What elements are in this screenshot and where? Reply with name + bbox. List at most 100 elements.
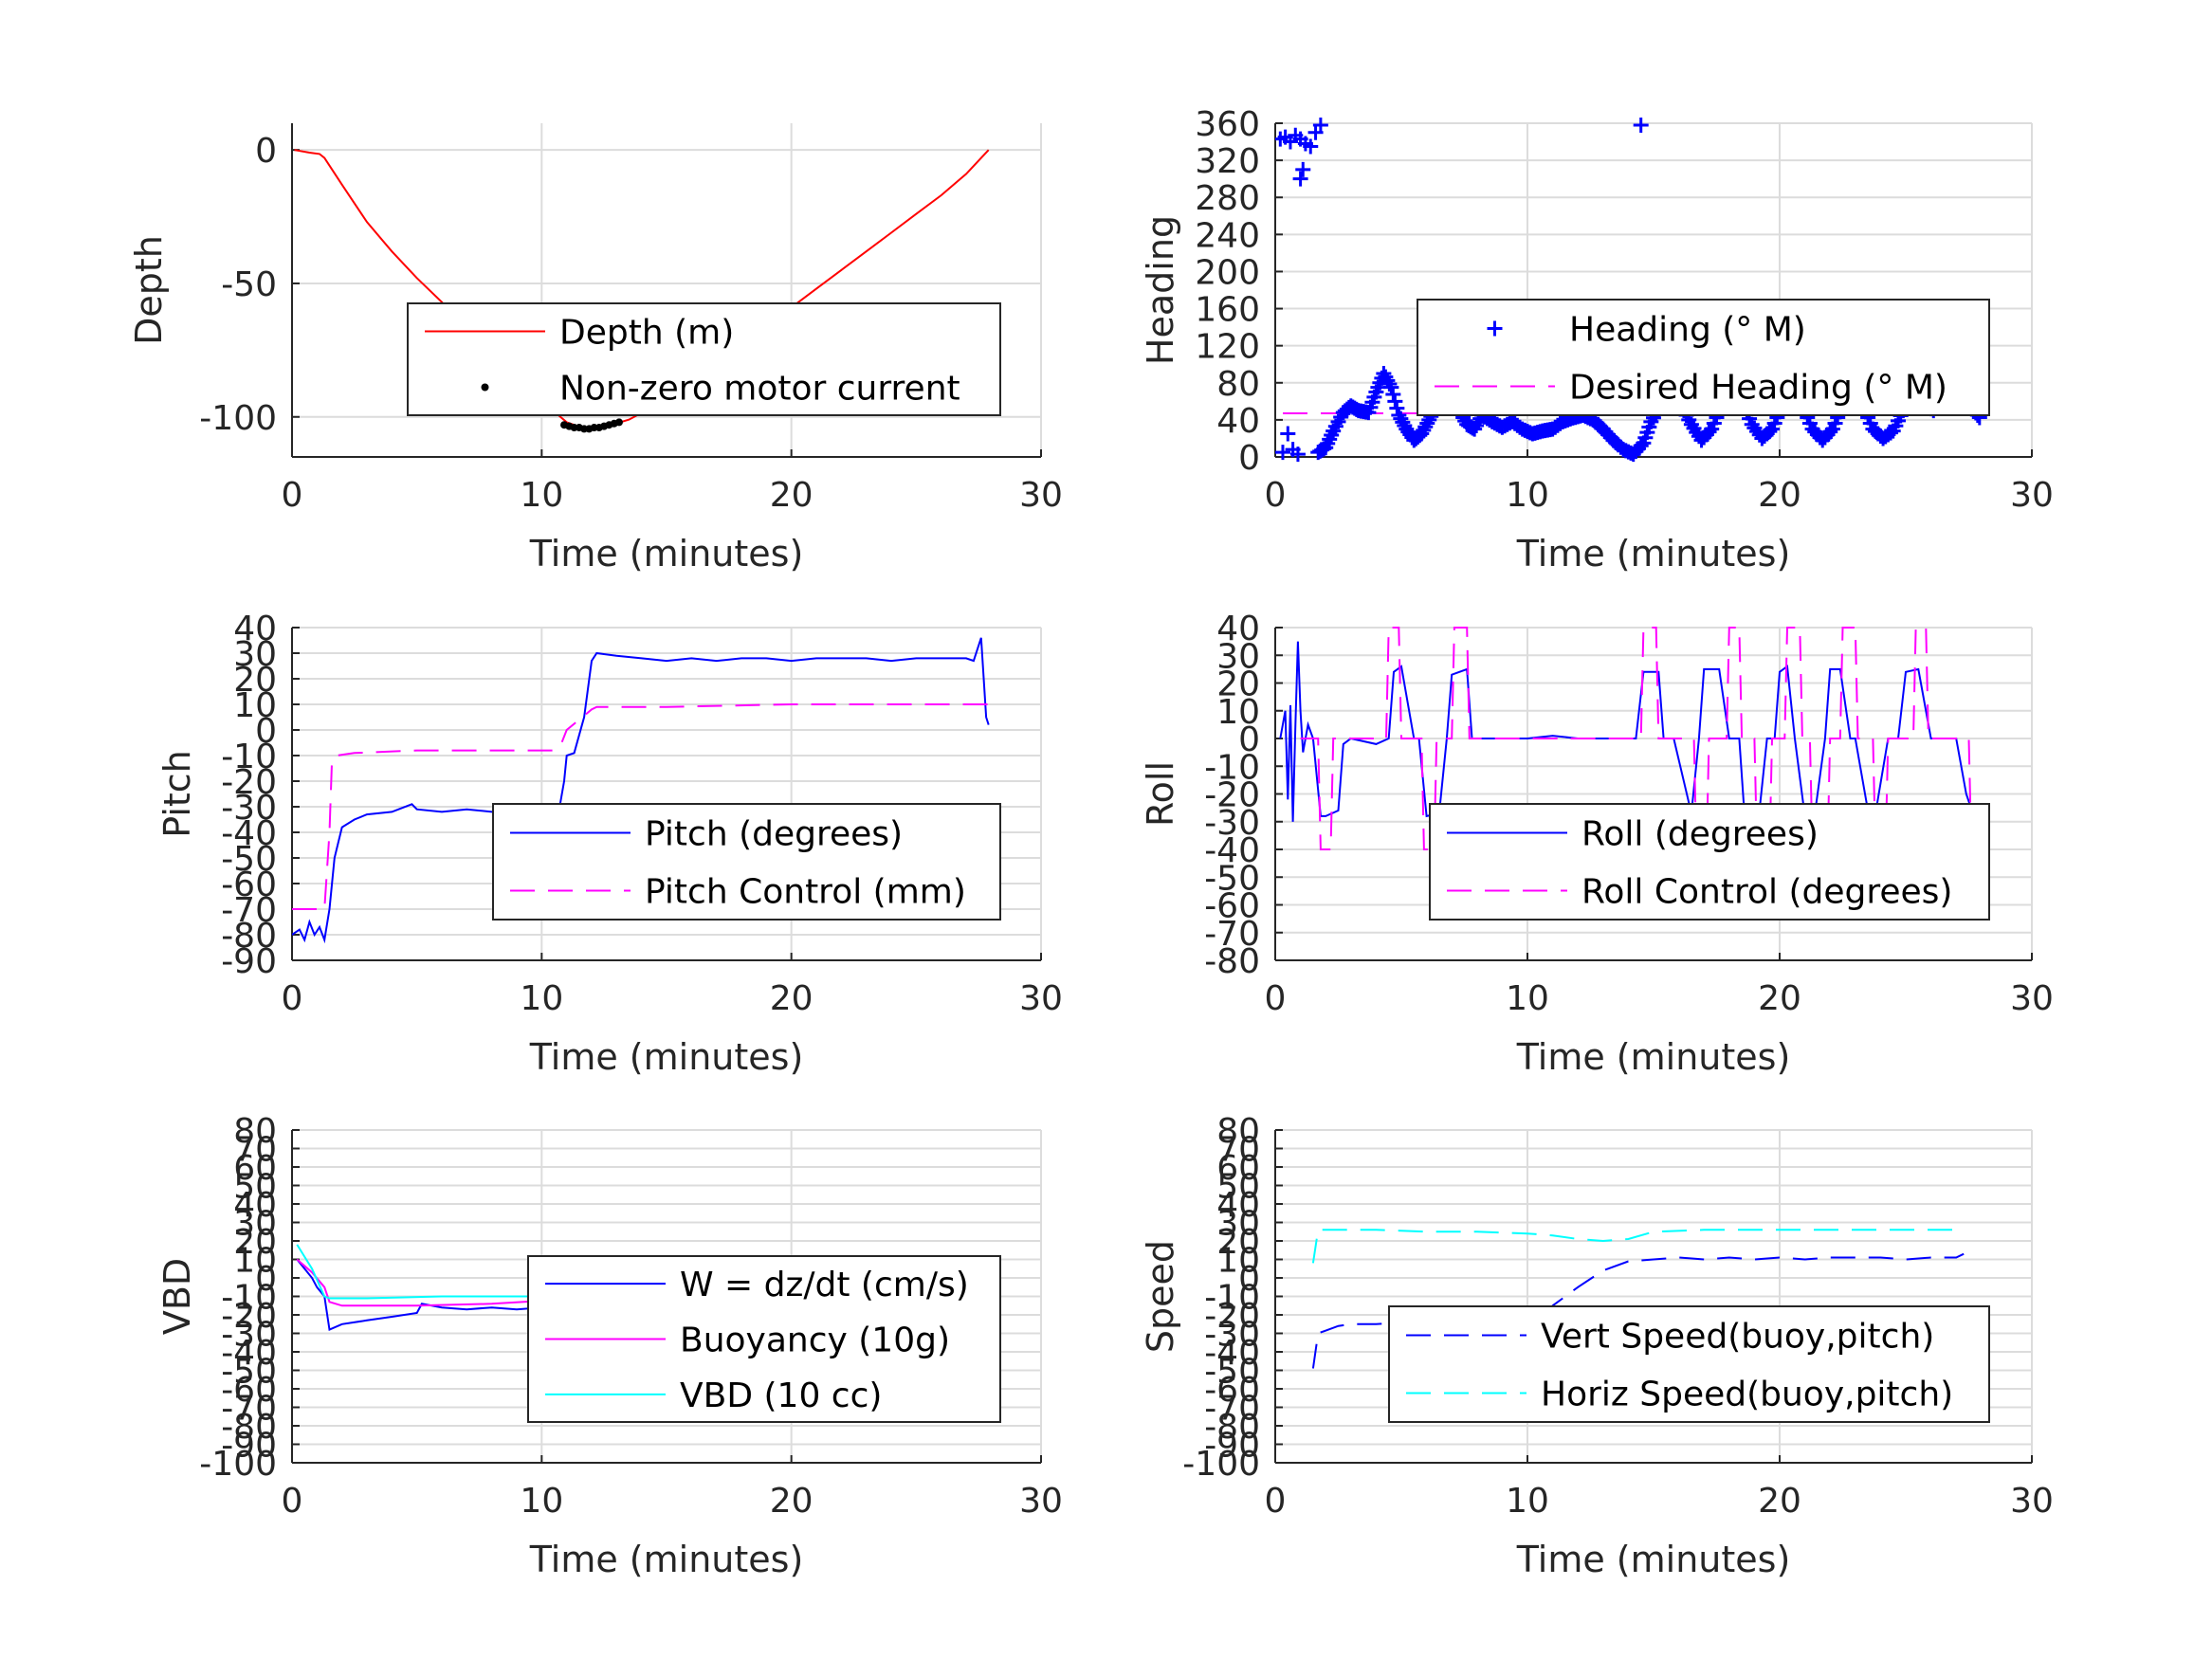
x-tick-label: 0	[282, 476, 303, 515]
y-tick-label: 120	[1195, 328, 1260, 367]
y-tick-label: 40	[233, 1186, 277, 1225]
y-axis-label: Roll	[1140, 761, 1181, 827]
x-axis-label: Time (minutes)	[1516, 533, 1791, 574]
legend-label: Pitch Control (mm)	[645, 873, 966, 912]
x-axis-label: Time (minutes)	[1516, 1036, 1791, 1078]
y-tick-label: -30	[221, 789, 277, 828]
y-tick-label: -50	[221, 265, 277, 304]
y-tick-label: -20	[1204, 776, 1260, 815]
legend-label: Roll Control (degrees)	[1581, 873, 1952, 912]
series-line-1	[292, 703, 992, 910]
series-line-0	[1279, 641, 1980, 822]
chart-panel-depth: 0 10 20 30 0 -50 -100 Time (minutes) Depth Depth …	[128, 123, 1063, 574]
legend: Roll (degrees) Roll Control (degrees)	[1429, 803, 1990, 921]
x-tick-label: 20	[770, 476, 814, 515]
y-tick-label: 10	[233, 1242, 277, 1281]
x-tick-label: 10	[1506, 979, 1549, 1018]
x-tick-label: 20	[770, 1482, 814, 1521]
x-tick-label: 0	[1265, 979, 1287, 1018]
chart-panel-vbd: 0 10 20 3080706050403020100-10-20-30-40-50-…	[156, 1112, 1063, 1580]
y-tick-label: -40	[221, 814, 277, 853]
y-tick-label: -80	[1204, 1408, 1260, 1447]
y-tick-label: -100	[1182, 1445, 1260, 1484]
x-tick-label: 10	[520, 1482, 563, 1521]
legend: Vert Speed(buoy,pitch) Horiz Speed(buoy,p…	[1388, 1305, 1990, 1423]
x-tick-label: 30	[2010, 476, 2054, 515]
y-tick-label: -70	[1204, 1390, 1260, 1429]
y-tick-label: 60	[233, 1149, 277, 1188]
y-axis-label: Pitch	[156, 750, 198, 838]
data-point	[1295, 161, 1311, 177]
y-tick-label: -40	[1204, 1334, 1260, 1373]
x-tick-label: 0	[282, 1482, 303, 1521]
y-tick-label: -50	[1204, 859, 1260, 898]
data-point	[614, 418, 623, 427]
legend-label: W = dz/dt (cm/s)	[680, 1266, 969, 1304]
legend-marker	[1487, 320, 1503, 337]
y-tick-label: 20	[233, 1223, 277, 1262]
y-tick-label: -70	[1204, 915, 1260, 954]
data-point	[1385, 387, 1401, 402]
data-point	[1633, 438, 1649, 454]
y-tick-label: 200	[1195, 253, 1260, 292]
y-tick-label: -60	[1204, 1371, 1260, 1410]
x-tick-label: 10	[1506, 476, 1549, 515]
y-tick-label: -40	[221, 1334, 277, 1373]
y-tick-label: 0	[1238, 720, 1260, 759]
y-tick-label: -30	[221, 1316, 277, 1355]
series-line-0	[292, 637, 990, 944]
y-tick-label: -80	[221, 1408, 277, 1447]
y-tick-label: 0	[255, 132, 277, 171]
x-tick-label: 10	[1506, 1482, 1549, 1521]
y-tick-label: 0	[255, 1260, 277, 1299]
y-tick-label: 30	[1216, 1205, 1260, 1244]
legend-label: Heading (° M)	[1569, 311, 1806, 350]
legend-label: Buoyancy (10g)	[680, 1322, 950, 1360]
y-axis-label: Heading	[1140, 215, 1181, 365]
y-tick-label: -100	[199, 1445, 277, 1484]
y-tick-label: 70	[1216, 1131, 1260, 1170]
y-tick-label: 160	[1195, 291, 1260, 330]
data-point	[1292, 171, 1308, 187]
series-line-1	[1300, 627, 1982, 850]
y-tick-label: -70	[221, 1390, 277, 1429]
y-tick-label: -50	[1204, 1353, 1260, 1392]
chart-panel-speed: 0 10 20 3080706050403020100-10-20-30-40-50-…	[1140, 1112, 2054, 1580]
legend-box	[1417, 299, 1990, 416]
data-point	[1289, 447, 1306, 463]
y-tick-label: -20	[221, 763, 277, 802]
x-tick-label: 30	[1019, 979, 1063, 1018]
y-tick-label: 10	[233, 686, 277, 725]
y-tick-label: 50	[233, 1168, 277, 1207]
y-tick-label: 10	[1216, 693, 1260, 732]
y-axis-label: VBD	[156, 1258, 198, 1335]
x-tick-label: 30	[2010, 979, 2054, 1018]
data-point	[1280, 426, 1296, 442]
y-tick-label: -10	[221, 738, 277, 776]
y-tick-label: -10	[1204, 1279, 1260, 1318]
data-point	[1383, 379, 1399, 395]
y-tick-label: 280	[1195, 179, 1260, 218]
x-tick-label: 0	[282, 979, 303, 1018]
chart-panel-pitch: 0 10 20 30403020100-10-20-30-40-50-60-70-80…	[156, 610, 1063, 1078]
y-tick-label: 0	[1238, 439, 1260, 478]
legend-label: Depth (m)	[559, 314, 734, 353]
y-tick-label: 20	[1216, 1223, 1260, 1262]
x-axis-label: Time (minutes)	[529, 1539, 804, 1580]
data-layer	[1279, 627, 1982, 850]
y-tick-label: -80	[221, 917, 277, 956]
y-tick-label: -60	[1204, 887, 1260, 926]
y-tick-label: 40	[1216, 402, 1260, 441]
y-tick-label: -40	[1204, 831, 1260, 870]
x-tick-label: 20	[770, 979, 814, 1018]
x-axis-label: Time (minutes)	[529, 1036, 804, 1078]
data-point	[1701, 424, 1717, 440]
legend-box	[1429, 803, 1990, 921]
y-tick-label: -80	[1204, 942, 1260, 981]
legend-box	[407, 302, 1001, 416]
x-axis-label: Time (minutes)	[529, 533, 804, 574]
y-tick-label: 10	[1216, 1242, 1260, 1281]
data-point	[1303, 138, 1319, 155]
